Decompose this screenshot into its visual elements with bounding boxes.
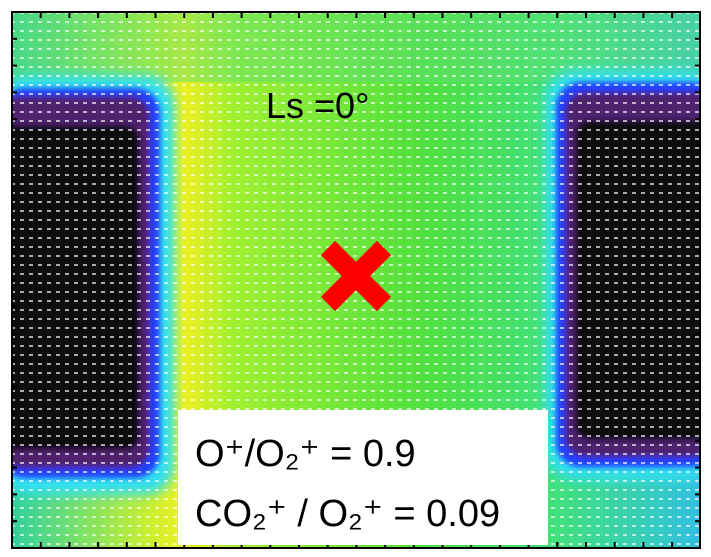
plot: Ls =0° O⁺/O₂⁺ = 0.9 CO₂⁺ / O₂⁺ = 0.09 xyxy=(0,0,711,557)
ratio-text: CO₂⁺ / O₂⁺ = 0.09 xyxy=(195,493,500,535)
ratio-text: O⁺/O₂⁺ = 0.9 xyxy=(195,433,416,475)
season-label: Ls =0° xyxy=(266,85,369,126)
page: Ls =0° O⁺/O₂⁺ = 0.9 CO₂⁺ / O₂⁺ = 0.09 ((… xyxy=(0,0,711,557)
